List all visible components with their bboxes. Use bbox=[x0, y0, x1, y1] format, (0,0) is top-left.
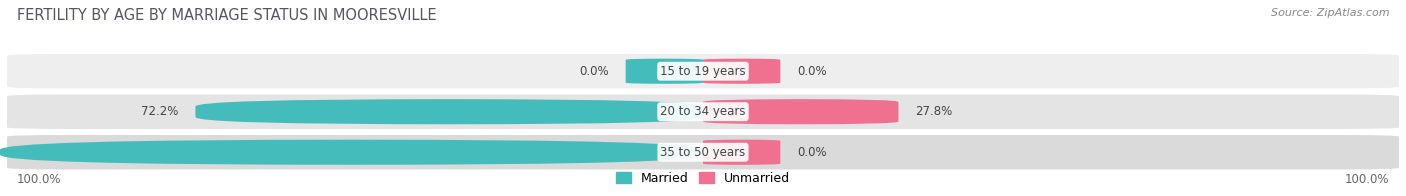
Text: 27.8%: 27.8% bbox=[915, 105, 952, 118]
Text: 0.0%: 0.0% bbox=[797, 65, 827, 78]
Text: 72.2%: 72.2% bbox=[141, 105, 179, 118]
FancyBboxPatch shape bbox=[7, 54, 1399, 88]
Text: FERTILITY BY AGE BY MARRIAGE STATUS IN MOORESVILLE: FERTILITY BY AGE BY MARRIAGE STATUS IN M… bbox=[17, 8, 436, 23]
Text: 100.0%: 100.0% bbox=[1344, 173, 1389, 186]
FancyBboxPatch shape bbox=[626, 59, 703, 84]
FancyBboxPatch shape bbox=[7, 94, 1399, 129]
Text: 0.0%: 0.0% bbox=[579, 65, 609, 78]
FancyBboxPatch shape bbox=[703, 99, 898, 124]
Text: 0.0%: 0.0% bbox=[797, 146, 827, 159]
Text: 100.0%: 100.0% bbox=[17, 173, 62, 186]
FancyBboxPatch shape bbox=[195, 99, 703, 124]
FancyBboxPatch shape bbox=[7, 135, 1399, 169]
Text: 35 to 50 years: 35 to 50 years bbox=[661, 146, 745, 159]
FancyBboxPatch shape bbox=[703, 59, 780, 84]
Text: 15 to 19 years: 15 to 19 years bbox=[661, 65, 745, 78]
Text: 20 to 34 years: 20 to 34 years bbox=[661, 105, 745, 118]
FancyBboxPatch shape bbox=[703, 140, 780, 165]
Legend: Married, Unmarried: Married, Unmarried bbox=[612, 167, 794, 190]
FancyBboxPatch shape bbox=[0, 140, 703, 165]
Text: Source: ZipAtlas.com: Source: ZipAtlas.com bbox=[1271, 8, 1389, 18]
